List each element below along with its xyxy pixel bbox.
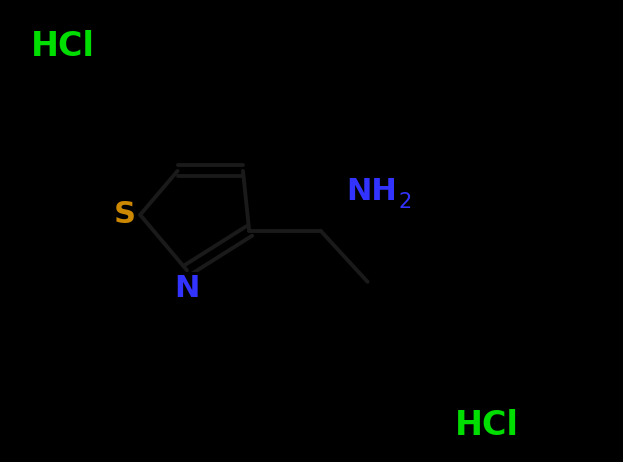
Text: HCl: HCl <box>31 30 95 63</box>
Text: NH: NH <box>346 177 396 206</box>
Text: 2: 2 <box>399 192 412 212</box>
Text: N: N <box>174 274 199 303</box>
Text: S: S <box>113 201 136 229</box>
Text: HCl: HCl <box>455 408 519 442</box>
